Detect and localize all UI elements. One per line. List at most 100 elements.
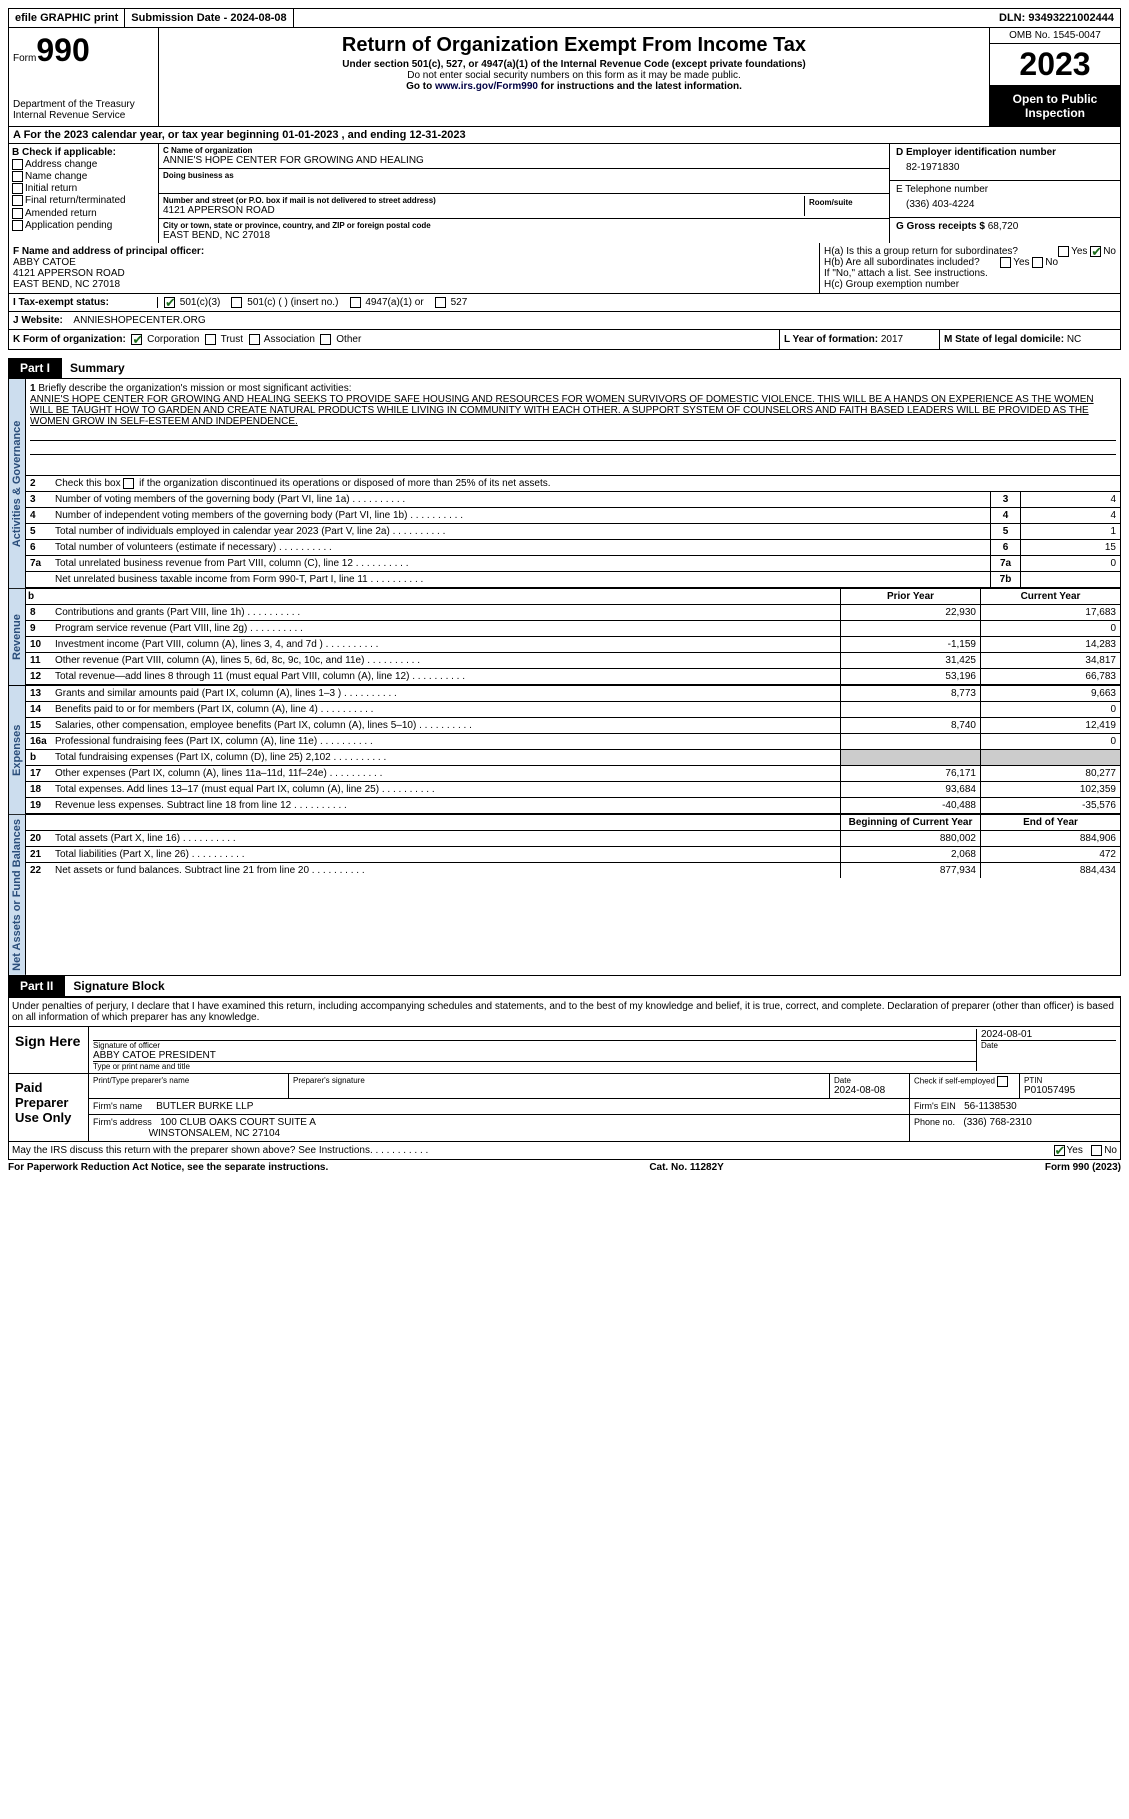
signature-block: Sign Here Signature of officer ABBY CATO… xyxy=(8,1027,1121,1142)
website-value: ANNIESHOPECENTER.ORG xyxy=(73,315,205,326)
irs-link[interactable]: www.irs.gov/Form990 xyxy=(435,81,538,92)
top-bar: efile GRAPHIC print Submission Date - 20… xyxy=(8,8,1121,28)
cb-name[interactable]: Name change xyxy=(12,171,155,182)
paid-preparer-label: Paid Preparer Use Only xyxy=(9,1074,89,1141)
gov-line: 7aTotal unrelated business revenue from … xyxy=(26,556,1120,572)
part1-revenue: Revenue b Prior Year Current Year 8Contr… xyxy=(8,589,1121,686)
tax-year: 2023 xyxy=(990,44,1120,86)
preparer-row-2: Firm's name BUTLER BURKE LLP Firm's EIN … xyxy=(89,1099,1120,1115)
cb-application[interactable]: Application pending xyxy=(12,220,155,231)
exp-line: 16aProfessional fundraising fees (Part I… xyxy=(26,734,1120,750)
tab-expenses: Expenses xyxy=(9,686,26,814)
discuss-row: May the IRS discuss this return with the… xyxy=(8,1142,1121,1160)
gov-line: 3Number of voting members of the governi… xyxy=(26,492,1120,508)
na-line: 21Total liabilities (Part X, line 26)2,0… xyxy=(26,847,1120,863)
sign-date: 2024-08-01 xyxy=(981,1029,1116,1040)
na-line: 20Total assets (Part X, line 16)880,0028… xyxy=(26,831,1120,847)
gov-line: 6Total number of volunteers (estimate if… xyxy=(26,540,1120,556)
tab-activities: Activities & Governance xyxy=(9,379,26,588)
gov-line: 5Total number of individuals employed in… xyxy=(26,524,1120,540)
preparer-row-1: Print/Type preparer's name Preparer's si… xyxy=(89,1074,1120,1099)
h-b-note: If "No," attach a list. See instructions… xyxy=(824,268,1116,279)
exp-line: 19Revenue less expenses. Subtract line 1… xyxy=(26,798,1120,814)
header-left: Form990 Department of the Treasury Inter… xyxy=(9,28,159,126)
cb-assoc[interactable] xyxy=(249,334,260,345)
officer-block: F Name and address of principal officer:… xyxy=(9,243,820,293)
part1-header: Part I Summary xyxy=(8,358,1121,378)
cb-discuss-no[interactable] xyxy=(1091,1145,1102,1156)
l-col: L Year of formation: 2017 xyxy=(780,330,940,349)
efile-label: efile GRAPHIC print xyxy=(9,9,125,27)
part2-header: Part II Signature Block xyxy=(8,976,1121,996)
line-1-mission: 1 Briefly describe the organization's mi… xyxy=(26,379,1120,476)
col-b-checkboxes: B Check if applicable: Address change Na… xyxy=(9,144,159,243)
header-right: OMB No. 1545-0047 2023 Open to Public In… xyxy=(990,28,1120,126)
cb-self-employed[interactable] xyxy=(997,1076,1008,1087)
room-cell: Room/suite xyxy=(805,196,885,216)
dba-cell: Doing business as xyxy=(159,169,889,194)
h-c: H(c) Group exemption number xyxy=(824,279,1116,290)
exp-line: 15Salaries, other compensation, employee… xyxy=(26,718,1120,734)
mission-text: ANNIE'S HOPE CENTER FOR GROWING AND HEAL… xyxy=(30,394,1094,427)
group-return-block: H(a) Is this a group return for subordin… xyxy=(820,243,1120,293)
exp-line: 13Grants and similar amounts paid (Part … xyxy=(26,686,1120,702)
part1-expenses: Expenses 13Grants and similar amounts pa… xyxy=(8,686,1121,815)
perjury-statement: Under penalties of perjury, I declare th… xyxy=(8,996,1121,1027)
cb-other[interactable] xyxy=(320,334,331,345)
gross-cell: G Gross receipts $ 68,720 xyxy=(890,218,1120,235)
tax-period: A For the 2023 calendar year, or tax yea… xyxy=(8,127,1121,144)
cb-final[interactable]: Final return/terminated xyxy=(12,195,155,206)
rev-line: 10Investment income (Part VIII, column (… xyxy=(26,637,1120,653)
col-d-contact: D Employer identification number 82-1971… xyxy=(890,144,1120,243)
na-header: Beginning of Current Year End of Year xyxy=(26,815,1120,831)
h-a: H(a) Is this a group return for subordin… xyxy=(824,246,1116,257)
cb-527[interactable] xyxy=(435,297,446,308)
ein-value: 82-1971830 xyxy=(896,158,1114,177)
ein-cell: D Employer identification number 82-1971… xyxy=(890,144,1120,181)
form-org-row: K Form of organization: Corporation Trus… xyxy=(8,330,1121,350)
org-name-cell: C Name of organization ANNIE'S HOPE CENT… xyxy=(159,144,889,169)
exp-line: 17Other expenses (Part IX, column (A), l… xyxy=(26,766,1120,782)
subtitle-3: Go to www.irs.gov/Form990 for instructio… xyxy=(163,81,985,92)
header-title-block: Return of Organization Exempt From Incom… xyxy=(159,28,990,126)
cb-trust[interactable] xyxy=(205,334,216,345)
dln: DLN: 93493221002444 xyxy=(993,9,1120,27)
dept-label: Department of the Treasury Internal Reve… xyxy=(13,99,154,121)
preparer-row-3: Firm's address 100 CLUB OAKS COURT SUITE… xyxy=(89,1115,1120,1141)
page-footer: For Paperwork Reduction Act Notice, see … xyxy=(8,1160,1121,1175)
city-cell: City or town, state or province, country… xyxy=(159,219,889,243)
subtitle-1: Under section 501(c), 527, or 4947(a)(1)… xyxy=(163,59,985,70)
tax-exempt-row: I Tax-exempt status: 501(c)(3) 501(c) ( … xyxy=(8,294,1121,312)
sign-here-label: Sign Here xyxy=(9,1027,89,1073)
org-name: ANNIE'S HOPE CENTER FOR GROWING AND HEAL… xyxy=(163,155,885,166)
rev-line: 9Program service revenue (Part VIII, lin… xyxy=(26,621,1120,637)
k-col: K Form of organization: Corporation Trus… xyxy=(9,330,780,349)
cb-corp[interactable] xyxy=(131,334,142,345)
cb-discontinued[interactable] xyxy=(123,478,134,489)
h-b: H(b) Are all subordinates included? Yes … xyxy=(824,257,1116,268)
subtitle-2: Do not enter social security numbers on … xyxy=(163,70,985,81)
exp-line: 18Total expenses. Add lines 13–17 (must … xyxy=(26,782,1120,798)
cb-discuss-yes[interactable] xyxy=(1054,1145,1065,1156)
cb-4947[interactable] xyxy=(350,297,361,308)
cb-501c[interactable] xyxy=(231,297,242,308)
na-line: 22Net assets or fund balances. Subtract … xyxy=(26,863,1120,878)
exp-line: 14Benefits paid to or for members (Part … xyxy=(26,702,1120,718)
cb-address[interactable]: Address change xyxy=(12,159,155,170)
tab-netassets: Net Assets or Fund Balances xyxy=(9,815,26,975)
open-to-public: Open to Public Inspection xyxy=(990,86,1120,126)
cb-initial[interactable]: Initial return xyxy=(12,183,155,194)
cb-501c3[interactable] xyxy=(164,297,175,308)
rev-line: 11Other revenue (Part VIII, column (A), … xyxy=(26,653,1120,669)
cb-amended[interactable]: Amended return xyxy=(12,208,155,219)
submission-date: Submission Date - 2024-08-08 xyxy=(125,9,293,27)
gov-line: Net unrelated business taxable income fr… xyxy=(26,572,1120,588)
form-header: Form990 Department of the Treasury Inter… xyxy=(8,28,1121,127)
rev-line: 12Total revenue—add lines 8 through 11 (… xyxy=(26,669,1120,685)
rev-header: b Prior Year Current Year xyxy=(26,589,1120,605)
form-title: Return of Organization Exempt From Incom… xyxy=(163,34,985,57)
signer-name: ABBY CATOE PRESIDENT xyxy=(93,1050,976,1061)
part1-netassets: Net Assets or Fund Balances Beginning of… xyxy=(8,815,1121,976)
tab-revenue: Revenue xyxy=(9,589,26,685)
phone-value: (336) 403-4224 xyxy=(896,195,1114,214)
